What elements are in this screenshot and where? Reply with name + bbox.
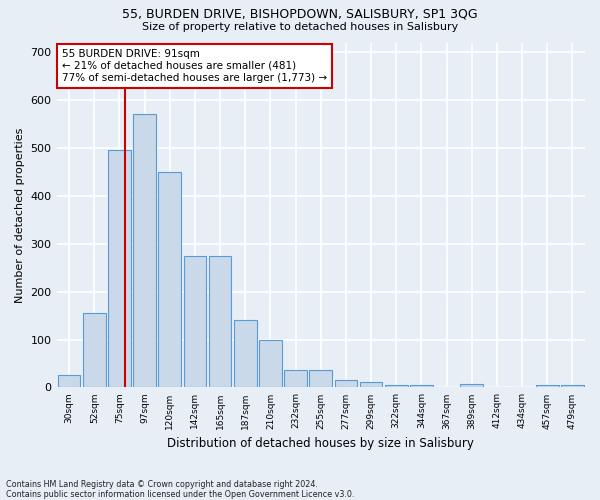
Bar [58,376,80,388]
X-axis label: Distribution of detached houses by size in Salisbury: Distribution of detached houses by size … [167,437,474,450]
Text: 55 BURDEN DRIVE: 91sqm
← 21% of detached houses are smaller (481)
77% of semi-de: 55 BURDEN DRIVE: 91sqm ← 21% of detached… [62,50,327,82]
Bar [83,313,106,388]
Bar [284,370,307,388]
Bar [460,384,483,388]
Bar [209,256,232,388]
Bar [561,385,584,388]
Bar [536,385,559,388]
Bar [335,380,357,388]
Bar [184,256,206,388]
Bar [234,320,257,388]
Text: Size of property relative to detached houses in Salisbury: Size of property relative to detached ho… [142,22,458,32]
Bar [133,114,156,388]
Bar [385,385,407,388]
Bar [259,340,282,388]
Bar [410,385,433,388]
Bar [108,150,131,388]
Y-axis label: Number of detached properties: Number of detached properties [15,128,25,302]
Bar [360,382,382,388]
Text: 55, BURDEN DRIVE, BISHOPDOWN, SALISBURY, SP1 3QG: 55, BURDEN DRIVE, BISHOPDOWN, SALISBURY,… [122,8,478,20]
Bar [158,172,181,388]
Text: Contains public sector information licensed under the Open Government Licence v3: Contains public sector information licen… [6,490,355,499]
Bar [310,370,332,388]
Text: Contains HM Land Registry data © Crown copyright and database right 2024.: Contains HM Land Registry data © Crown c… [6,480,318,489]
